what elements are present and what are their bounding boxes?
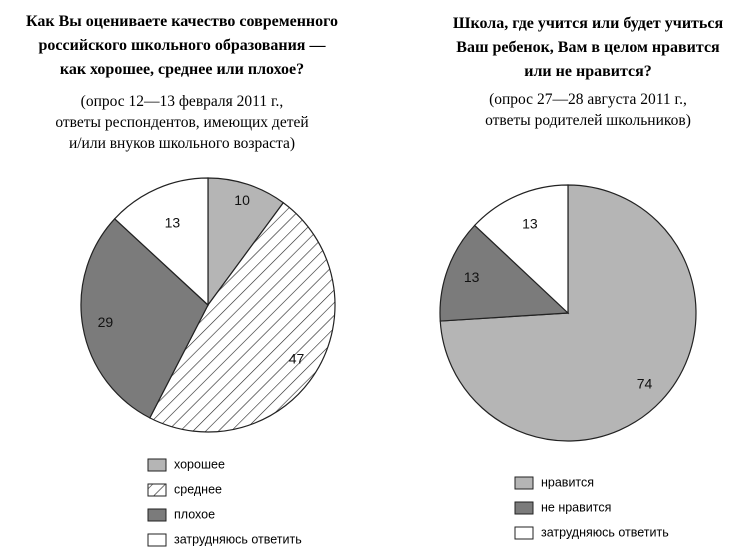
data-label: 10 (234, 192, 250, 208)
pie-slice (80, 217, 209, 419)
chart-title: как хорошее, среднее или плохое? (60, 61, 304, 78)
legend-swatch (147, 533, 167, 547)
legend-swatch (147, 508, 167, 522)
chart-subtitle: ответы респондентов, имеющих детей (55, 114, 308, 131)
chart-title: или не нравится? (524, 63, 652, 80)
chart-subtitle: (опрос 12—13 февраля 2011 г., (81, 93, 284, 110)
data-label: 74 (637, 376, 653, 392)
legend-swatch (514, 526, 534, 540)
legend-swatch (514, 501, 534, 515)
legend-label: нравится (541, 475, 594, 489)
data-label: 29 (98, 314, 114, 330)
chart-title: Школа, где учится или будет учиться (453, 15, 724, 32)
chart-title: Как Вы оцениваете качество современного (26, 13, 338, 30)
pie-slice (439, 224, 570, 322)
legend-swatch (147, 483, 167, 497)
pie-slice (207, 177, 285, 307)
legend-label: хорошее (174, 457, 225, 471)
chart-subtitle: ответы родителей школьников) (485, 112, 691, 129)
legend-label: не нравится (541, 500, 611, 514)
chart-subtitle: и/или внуков школьного возраста) (69, 135, 295, 152)
legend-label: плохое (174, 507, 215, 521)
data-label: 13 (464, 269, 480, 285)
data-label: 13 (522, 216, 538, 232)
legend-label: среднее (174, 482, 222, 496)
data-label: 13 (165, 214, 181, 230)
chart-title: российского школьного образования — (39, 37, 327, 54)
data-label: 47 (289, 351, 305, 367)
pie-slice (113, 177, 209, 307)
legend-label: затрудняюсь ответить (541, 525, 669, 539)
legend-label: затрудняюсь ответить (174, 532, 302, 546)
legend-swatch (514, 476, 534, 490)
chart-subtitle: (опрос 27—28 августа 2011 г., (489, 91, 687, 108)
pie-slice (148, 201, 336, 433)
chart-title: Ваш ребенок, Вам в целом нравится (456, 39, 720, 56)
pie-slice (473, 184, 569, 315)
legend-swatch (147, 458, 167, 472)
